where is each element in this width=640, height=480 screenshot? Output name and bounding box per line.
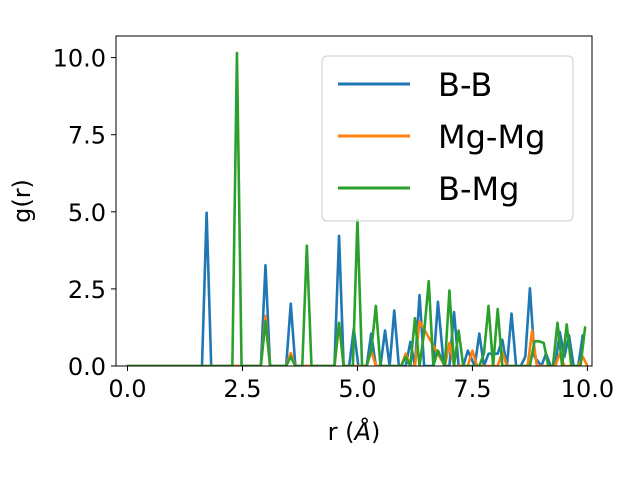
y-tick-label: 5.0 — [68, 199, 106, 227]
x-axis-label: r (Å) — [328, 417, 381, 446]
y-tick-label: 7.5 — [68, 122, 106, 150]
series-line-b-mg — [126, 51, 587, 366]
x-axis-label-symbol: Å — [353, 417, 371, 446]
x-axis-label-suffix: ) — [371, 418, 380, 446]
y-tick-label: 2.5 — [68, 276, 106, 304]
plot-frame — [115, 35, 593, 367]
y-tick-label: 10.0 — [53, 45, 106, 73]
legend: B-B Mg-Mg B-Mg — [321, 55, 574, 222]
x-tick-label: 5.0 — [338, 375, 376, 403]
y-axis: 0.0 2.5 5.0 7.5 10.0 — [53, 45, 116, 381]
legend-label-mg-mg: Mg-Mg — [438, 118, 545, 156]
x-axis: 0.0 2.5 5.0 7.5 10.0 — [108, 366, 614, 403]
x-tick-label: 7.5 — [453, 375, 491, 403]
legend-box — [321, 55, 574, 222]
x-tick-label: 2.5 — [223, 375, 261, 403]
y-tick-label: 0.0 — [68, 353, 106, 381]
legend-label-b-b: B-B — [438, 66, 492, 104]
series-layer — [126, 51, 589, 366]
x-tick-label: 10.0 — [561, 375, 614, 403]
y-axis-label: g(r) — [8, 179, 36, 223]
x-axis-label-prefix: r ( — [328, 418, 355, 446]
x-tick-label: 0.0 — [108, 375, 146, 403]
legend-label-b-mg: B-Mg — [438, 170, 519, 208]
